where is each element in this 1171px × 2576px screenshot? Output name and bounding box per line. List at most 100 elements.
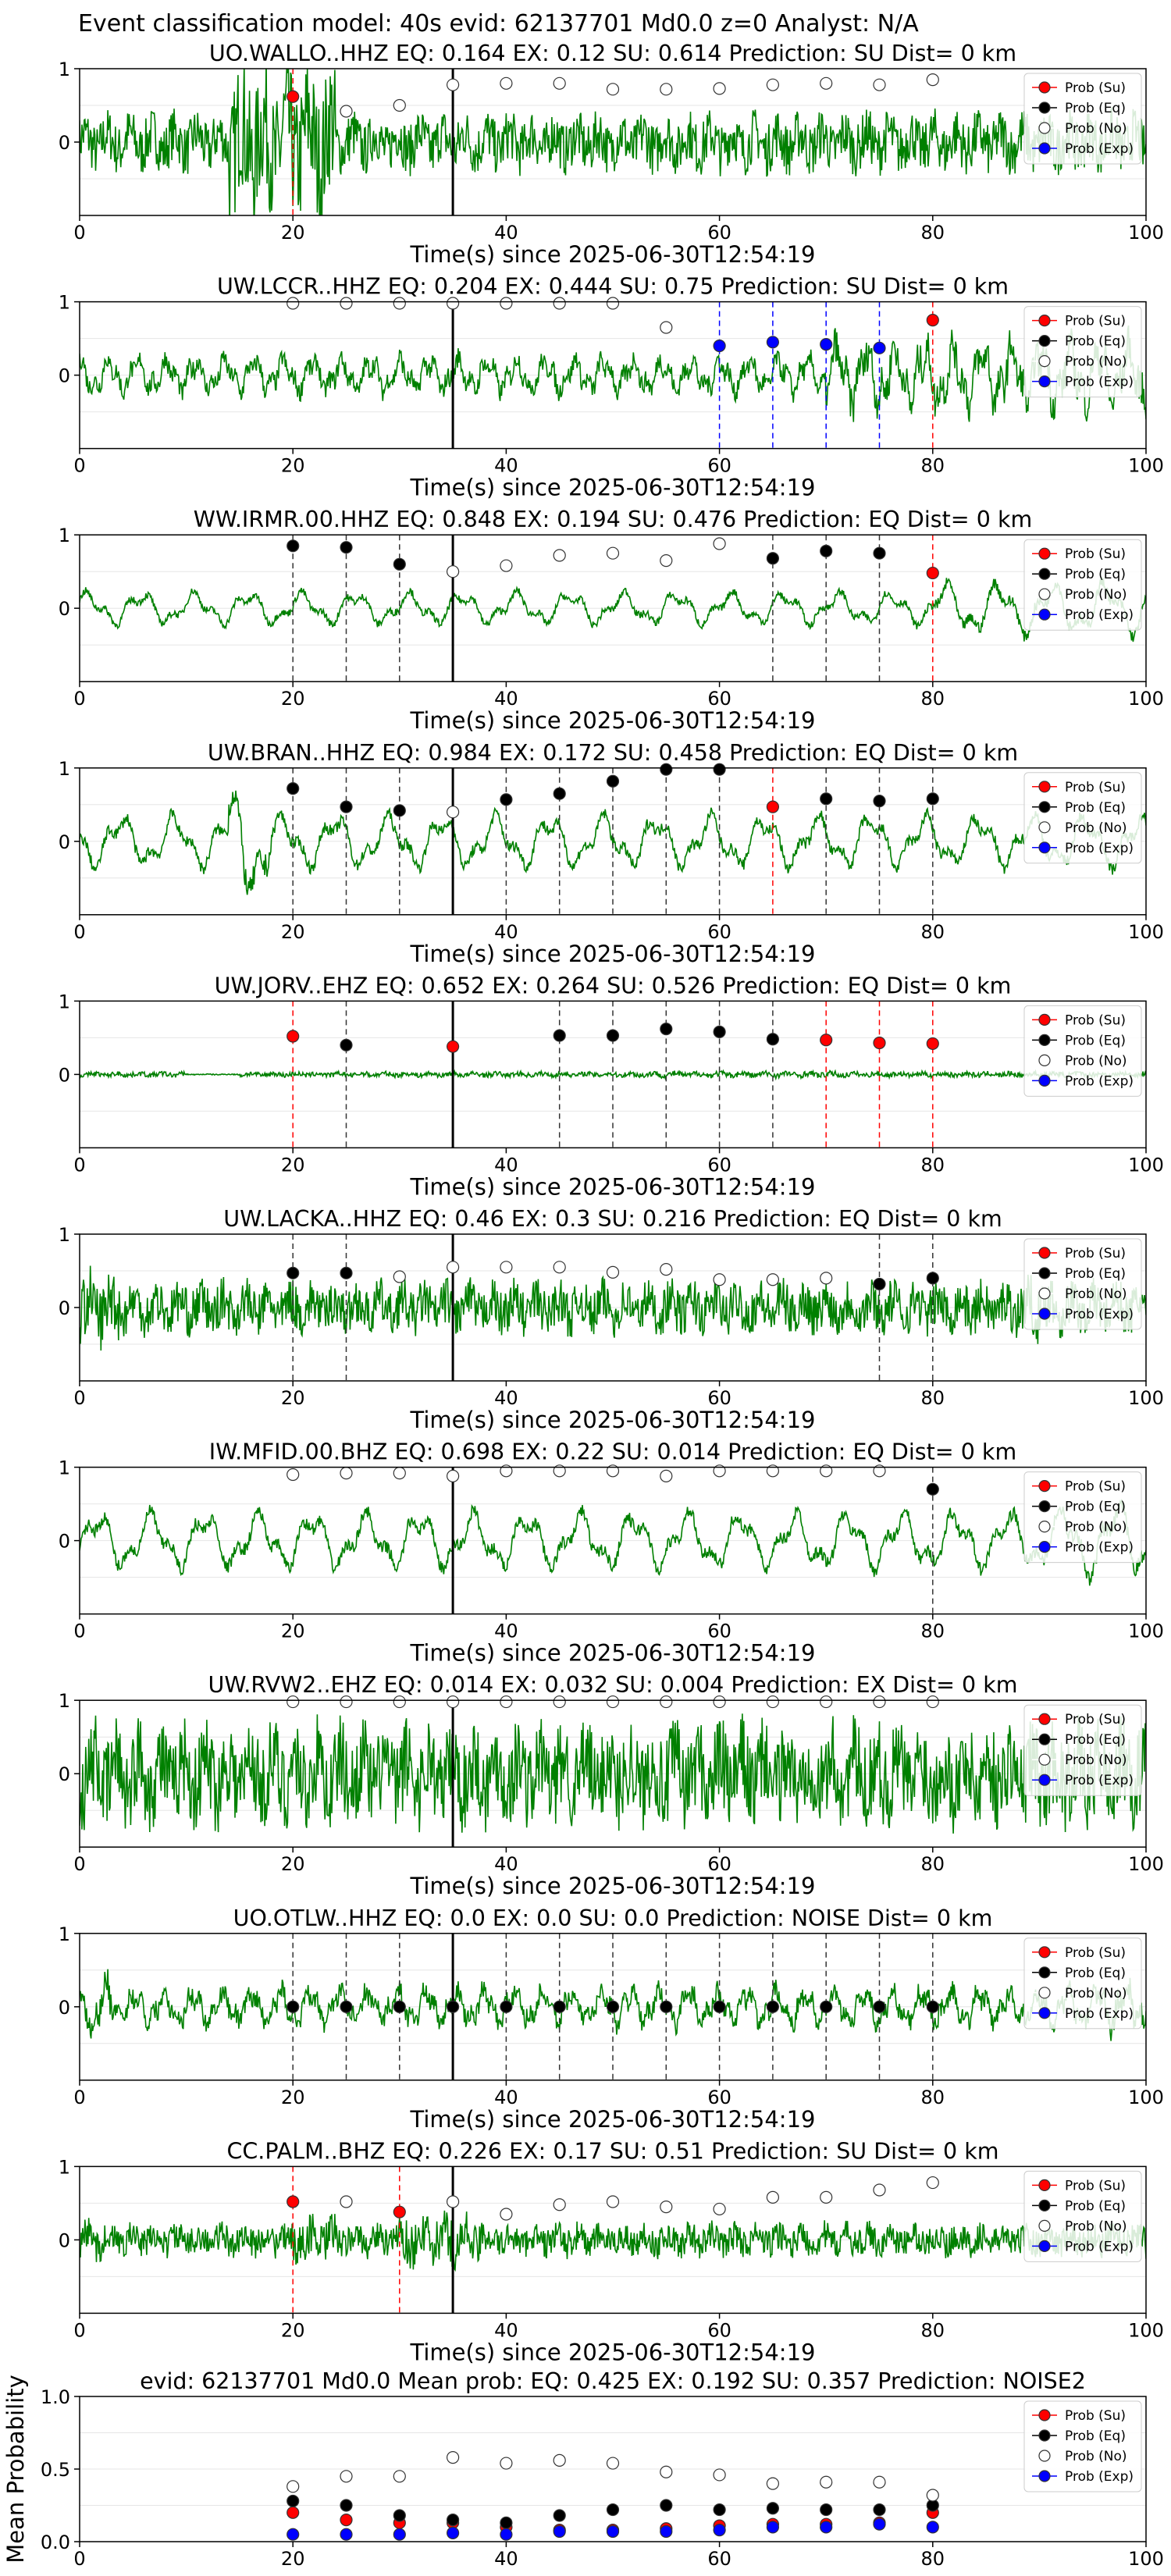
x-tick-label: 40 xyxy=(494,222,518,244)
x-tick-label: 40 xyxy=(494,1853,518,1875)
probability-point xyxy=(713,339,726,353)
legend-marker xyxy=(1038,315,1051,327)
mean-prob-point xyxy=(500,2516,513,2529)
subplot-3: WW.IRMR.00.HHZ EQ: 0.848 EX: 0.194 SU: 0… xyxy=(59,507,1164,734)
legend-label: Prob (Exp) xyxy=(1065,841,1134,856)
subplot-5: UW.JORV..EHZ EQ: 0.652 EX: 0.264 SU: 0.5… xyxy=(59,973,1164,1200)
x-tick-label: 100 xyxy=(1128,222,1164,244)
probability-point xyxy=(500,1695,513,1709)
mean-prob-point xyxy=(713,2468,726,2482)
legend-marker xyxy=(1038,1013,1051,1026)
y-tick-label: 1 xyxy=(59,2156,70,2178)
legend-box xyxy=(1023,2400,1142,2492)
probability-point xyxy=(606,1029,620,1042)
probability-point xyxy=(393,1270,406,1283)
subplot-4: UW.BRAN..HHZ EQ: 0.984 EX: 0.172 SU: 0.4… xyxy=(59,740,1164,967)
mean-prob-point xyxy=(340,2528,353,2541)
legend-marker xyxy=(1038,2409,1051,2421)
probability-point xyxy=(926,1272,939,1285)
y-tick-label: 0 xyxy=(59,365,70,387)
probability-point xyxy=(500,793,513,806)
x-tick-label: 20 xyxy=(281,2319,305,2341)
waveform-trace xyxy=(80,325,1146,422)
probability-point xyxy=(713,82,726,95)
probability-point xyxy=(553,1029,566,1042)
x-tick-label: 60 xyxy=(707,1387,731,1409)
legend-marker xyxy=(1038,1540,1051,1553)
legend-marker xyxy=(1038,1774,1051,1786)
x-tick-label: 40 xyxy=(494,1154,518,1176)
legend-marker xyxy=(1038,801,1051,813)
probability-point xyxy=(873,2000,886,2013)
legend-box xyxy=(1023,772,1142,864)
legend: Prob (Su) Prob (Eq) Prob (No) Prob (Exp) xyxy=(1023,2170,1142,2262)
subplot-10: CC.PALM..BHZ EQ: 0.226 EX: 0.17 SU: 0.51… xyxy=(59,2138,1164,2365)
probability-point xyxy=(660,1023,673,1036)
probability-point xyxy=(340,1266,353,1279)
probability-point xyxy=(393,98,406,112)
probability-point xyxy=(766,552,780,565)
probability-point xyxy=(393,1467,406,1480)
subplot-title: UW.LACKA..HHZ EQ: 0.46 EX: 0.3 SU: 0.216… xyxy=(223,1206,1002,1232)
legend-label: Prob (Su) xyxy=(1065,1012,1126,1028)
probability-point xyxy=(606,774,620,788)
mean-prob-point xyxy=(393,2470,406,2483)
probability-point xyxy=(713,2202,726,2216)
x-tick-label: 80 xyxy=(921,2087,945,2108)
x-axis-label: Time(s) since 2025-06-30T12:54:19 xyxy=(410,2106,816,2133)
x-tick-label: 100 xyxy=(1128,1621,1164,1642)
legend-marker xyxy=(1038,1054,1051,1067)
x-tick-label: 20 xyxy=(281,2087,305,2108)
probability-point xyxy=(553,1695,566,1709)
x-tick-label: 100 xyxy=(1128,2319,1164,2341)
probability-point xyxy=(287,782,300,795)
probability-point xyxy=(713,2000,726,2013)
legend-box xyxy=(1023,1005,1142,1097)
legend-box xyxy=(1023,1937,1142,2030)
mean-prob-point xyxy=(766,2521,780,2534)
y-tick-label: 1 xyxy=(59,1457,70,1479)
mean-prob-point xyxy=(287,2480,300,2493)
legend-marker xyxy=(1038,122,1051,134)
legend-label: Prob (Eq) xyxy=(1065,2428,1126,2444)
probability-point xyxy=(660,2000,673,2013)
x-tick-label: 100 xyxy=(1128,455,1164,477)
x-tick-label: 60 xyxy=(707,921,731,943)
x-tick-label: 80 xyxy=(921,2319,945,2341)
legend-marker xyxy=(1038,1479,1051,1493)
legend-label: Prob (Eq) xyxy=(1065,2198,1126,2214)
legend-label: Prob (Su) xyxy=(1065,314,1126,329)
probability-point xyxy=(340,1467,353,1480)
probability-point xyxy=(287,1266,300,1279)
probability-point xyxy=(500,1261,513,1274)
y-tick-label: 1 xyxy=(59,59,70,80)
probability-point xyxy=(553,297,566,310)
legend-label: Prob (Exp) xyxy=(1065,141,1134,157)
legend: Prob (Su) Prob (Eq) Prob (No) Prob (Exp) xyxy=(1023,1704,1142,1796)
subplot-title: UW.BRAN..HHZ EQ: 0.984 EX: 0.172 SU: 0.4… xyxy=(208,740,1018,766)
mean-prob-point xyxy=(606,2503,620,2517)
x-tick-label: 0 xyxy=(73,455,85,477)
legend-label: Prob (Eq) xyxy=(1065,567,1126,582)
legend-marker xyxy=(1038,588,1051,600)
x-tick-label: 20 xyxy=(281,688,305,710)
legend-label: Prob (Eq) xyxy=(1065,1966,1126,1981)
probability-point xyxy=(926,73,939,87)
probability-point xyxy=(500,76,513,90)
probability-point xyxy=(820,792,833,806)
subplot-11: evid: 62137701 Md0.0 Mean prob: EQ: 0.42… xyxy=(2,2368,1164,2570)
subplot-8: UW.RVW2..EHZ EQ: 0.014 EX: 0.032 SU: 0.0… xyxy=(59,1672,1164,1899)
x-tick-label: 0 xyxy=(73,2319,85,2341)
legend-marker xyxy=(1038,1308,1051,1320)
probability-point xyxy=(340,2195,353,2208)
legend-marker xyxy=(1038,568,1051,580)
x-tick-label: 0 xyxy=(73,2548,85,2570)
probability-point xyxy=(926,1695,939,1709)
mean-prob-point xyxy=(287,2528,300,2541)
mean-prob-point xyxy=(500,2528,513,2541)
x-tick-label: 40 xyxy=(494,2087,518,2108)
probability-point xyxy=(873,1695,886,1709)
x-tick-label: 60 xyxy=(707,1154,731,1176)
probability-point xyxy=(340,105,353,118)
legend-marker xyxy=(1038,2240,1051,2252)
